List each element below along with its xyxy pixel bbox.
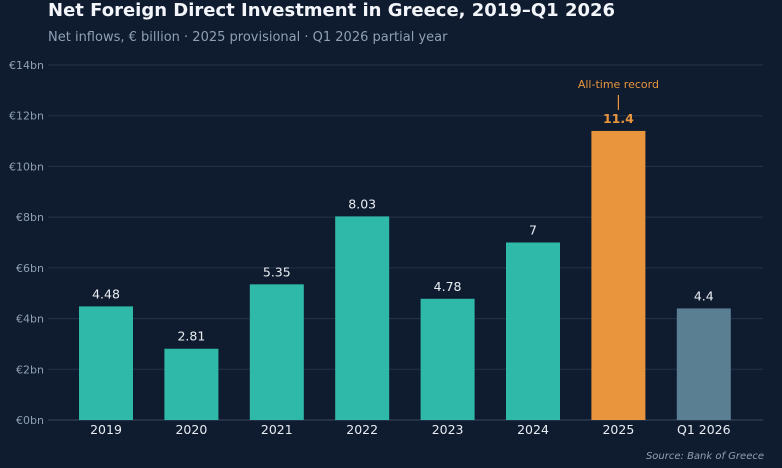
bar-value-label: 5.35: [263, 264, 291, 279]
bar-value-label: 4.4: [694, 288, 714, 303]
y-tick-label: €10bn: [9, 160, 44, 173]
value-labels: 4.48 2.81 5.35 8.03 4.78 7 11.4 4.4: [92, 111, 714, 344]
bar-value-label: 2.81: [177, 329, 205, 344]
bar: [164, 348, 219, 420]
bar-value-label: 4.78: [434, 279, 462, 294]
bars: [79, 130, 731, 420]
bar-value-label: 11.4: [603, 111, 634, 126]
x-tick-label: Q1 2026: [677, 422, 731, 437]
annotation-text: All-time record: [578, 78, 659, 91]
annotation: All-time record: [578, 78, 659, 110]
source-note: Source: Bank of Greece: [645, 451, 764, 462]
y-tick-label: €12bn: [9, 110, 44, 123]
y-tick-label: €4bn: [16, 313, 44, 326]
x-tick-label: 2021: [261, 422, 293, 437]
bar: [591, 130, 646, 420]
y-tick-label: €2bn: [16, 363, 44, 376]
x-tick-label: 2023: [432, 422, 464, 437]
y-axis: €0bn €2bn €4bn €6bn €8bn €10bn €12bn €14bn: [9, 59, 44, 427]
x-tick-label: 2020: [175, 422, 207, 437]
gridlines: [48, 64, 763, 421]
y-tick-label: €6bn: [16, 262, 44, 275]
bar: [249, 284, 304, 420]
bar-value-label: 4.48: [92, 286, 120, 301]
bar: [506, 242, 560, 420]
chart-title: Net Foreign Direct Investment in Greece,…: [48, 0, 616, 21]
bar: [420, 298, 475, 420]
bar-value-label: 8.03: [348, 196, 376, 211]
bar: [676, 308, 731, 420]
x-tick-label: 2022: [346, 422, 378, 437]
x-tick-label: 2025: [602, 422, 634, 437]
bar: [79, 306, 133, 420]
y-tick-label: €14bn: [9, 59, 44, 72]
bar-value-label: 7: [529, 223, 537, 238]
x-axis: 2019 2020 2021 2022 2023 2024 2025 Q1 2026: [90, 422, 731, 437]
x-tick-label: 2019: [90, 422, 122, 437]
x-tick-label: 2024: [517, 422, 549, 437]
y-tick-label: €0bn: [16, 414, 44, 427]
y-tick-label: €8bn: [16, 211, 44, 224]
bar: [335, 216, 390, 420]
chart-subtitle: Net inflows, € billion · 2025 provisiona…: [48, 30, 448, 45]
